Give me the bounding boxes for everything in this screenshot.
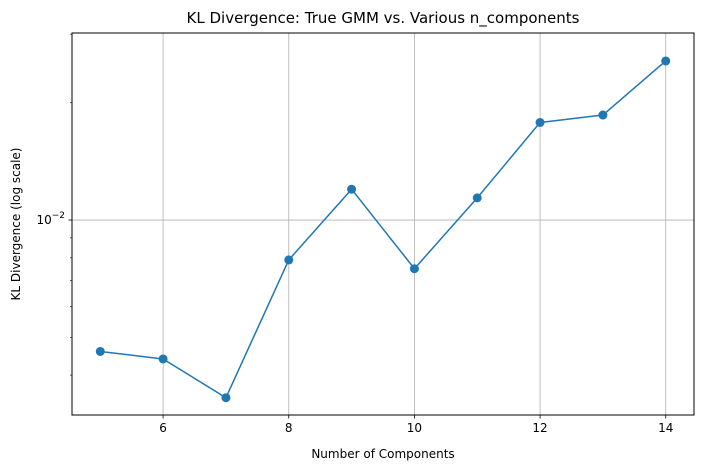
x-tick-label: 14: [658, 421, 673, 435]
data-point: [661, 56, 671, 66]
y-tick-label: 10−2: [36, 211, 65, 227]
x-tick-label: 10: [407, 421, 422, 435]
y-axis-label: KL Divergence (log scale): [9, 148, 23, 301]
data-point: [472, 193, 482, 203]
x-tick-label: 12: [532, 421, 547, 435]
plot-frame: [71, 32, 695, 416]
data-point: [347, 184, 357, 194]
data-point: [221, 393, 231, 403]
x-tick-label: 8: [285, 421, 293, 435]
y-tick-label-base: 10: [36, 213, 51, 227]
y-tick-label-exponent: −2: [52, 211, 65, 221]
data-point: [158, 354, 168, 364]
data-point: [409, 264, 419, 274]
x-tick-label: 6: [159, 421, 167, 435]
chart-title: KL Divergence: True GMM vs. Various n_co…: [187, 9, 580, 28]
series-line: [100, 60, 667, 399]
data-point: [535, 117, 545, 127]
series-layer: [95, 56, 671, 403]
grid: [72, 33, 694, 415]
data-point: [284, 255, 294, 265]
data-point: [95, 346, 105, 356]
data-point: [598, 110, 608, 120]
x-axis-label: Number of Components: [311, 447, 454, 461]
